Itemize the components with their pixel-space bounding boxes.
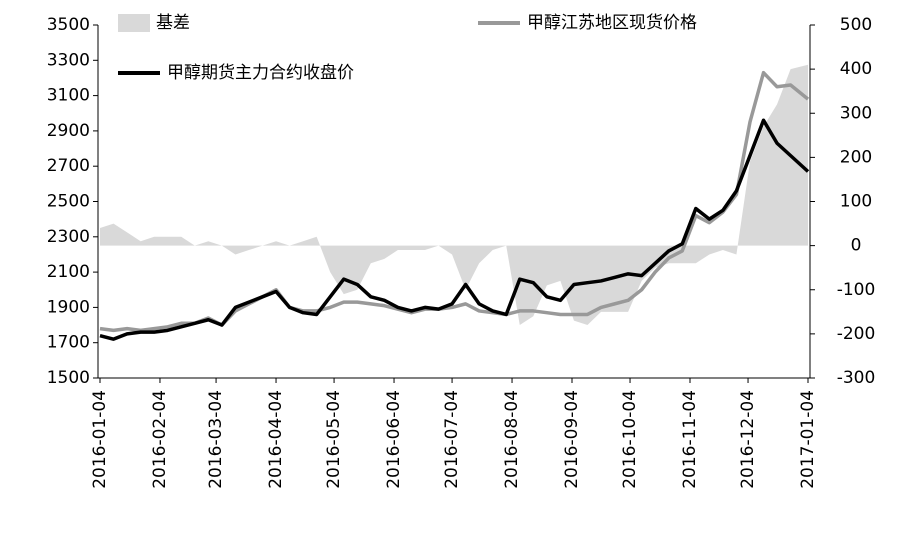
x-tick-label: 2017-01-04	[798, 390, 818, 489]
y-tick-label: 1700	[47, 333, 90, 353]
x-tick-label: 2016-03-04	[206, 390, 226, 489]
y-tick-label: 2300	[47, 227, 90, 247]
y-tick-label: 2700	[47, 156, 90, 176]
x-tick-label: 2016-04-04	[266, 390, 286, 489]
y-tick-label: 3300	[47, 50, 90, 70]
y-tick-label: 3500	[47, 15, 90, 35]
x-tick-label: 2016-05-04	[324, 390, 344, 489]
y2-tick-label: 400	[840, 59, 872, 79]
y2-tick-label: 0	[851, 236, 862, 256]
y-tick-label: 1900	[47, 297, 90, 317]
y-tick-label: 2900	[47, 121, 90, 141]
x-tick-label: 2016-01-04	[90, 390, 110, 489]
basis-area	[100, 64, 808, 326]
y-tick-label: 1500	[47, 368, 90, 388]
legend-label: 甲醇江苏地区现货价格	[527, 13, 697, 33]
x-tick-label: 2016-10-04	[620, 390, 640, 489]
y2-tick-label: -100	[837, 280, 876, 300]
y2-tick-label: 500	[840, 15, 872, 35]
y-tick-label: 2500	[47, 192, 90, 212]
y2-tick-label: 300	[840, 103, 872, 123]
y2-tick-label: -200	[837, 324, 876, 344]
legend-label: 基差	[156, 13, 190, 33]
y2-tick-label: -300	[837, 368, 876, 388]
legend-swatch	[118, 14, 150, 32]
x-tick-label: 2016-11-04	[680, 390, 700, 489]
y2-tick-label: 200	[840, 147, 872, 167]
y-tick-label: 2100	[47, 262, 90, 282]
series-line	[99, 118, 810, 341]
y-tick-label: 3100	[47, 86, 90, 106]
x-tick-label: 2016-09-04	[562, 390, 582, 489]
x-tick-label: 2016-02-04	[150, 390, 170, 489]
series-line	[99, 70, 810, 333]
y2-tick-label: 100	[840, 192, 872, 212]
x-tick-label: 2016-12-04	[738, 390, 758, 489]
legend-label: 甲醇期货主力合约收盘价	[167, 63, 354, 83]
x-tick-label: 2016-08-04	[502, 390, 522, 489]
x-tick-label: 2016-07-04	[442, 390, 462, 489]
x-tick-label: 2016-06-04	[384, 390, 404, 489]
